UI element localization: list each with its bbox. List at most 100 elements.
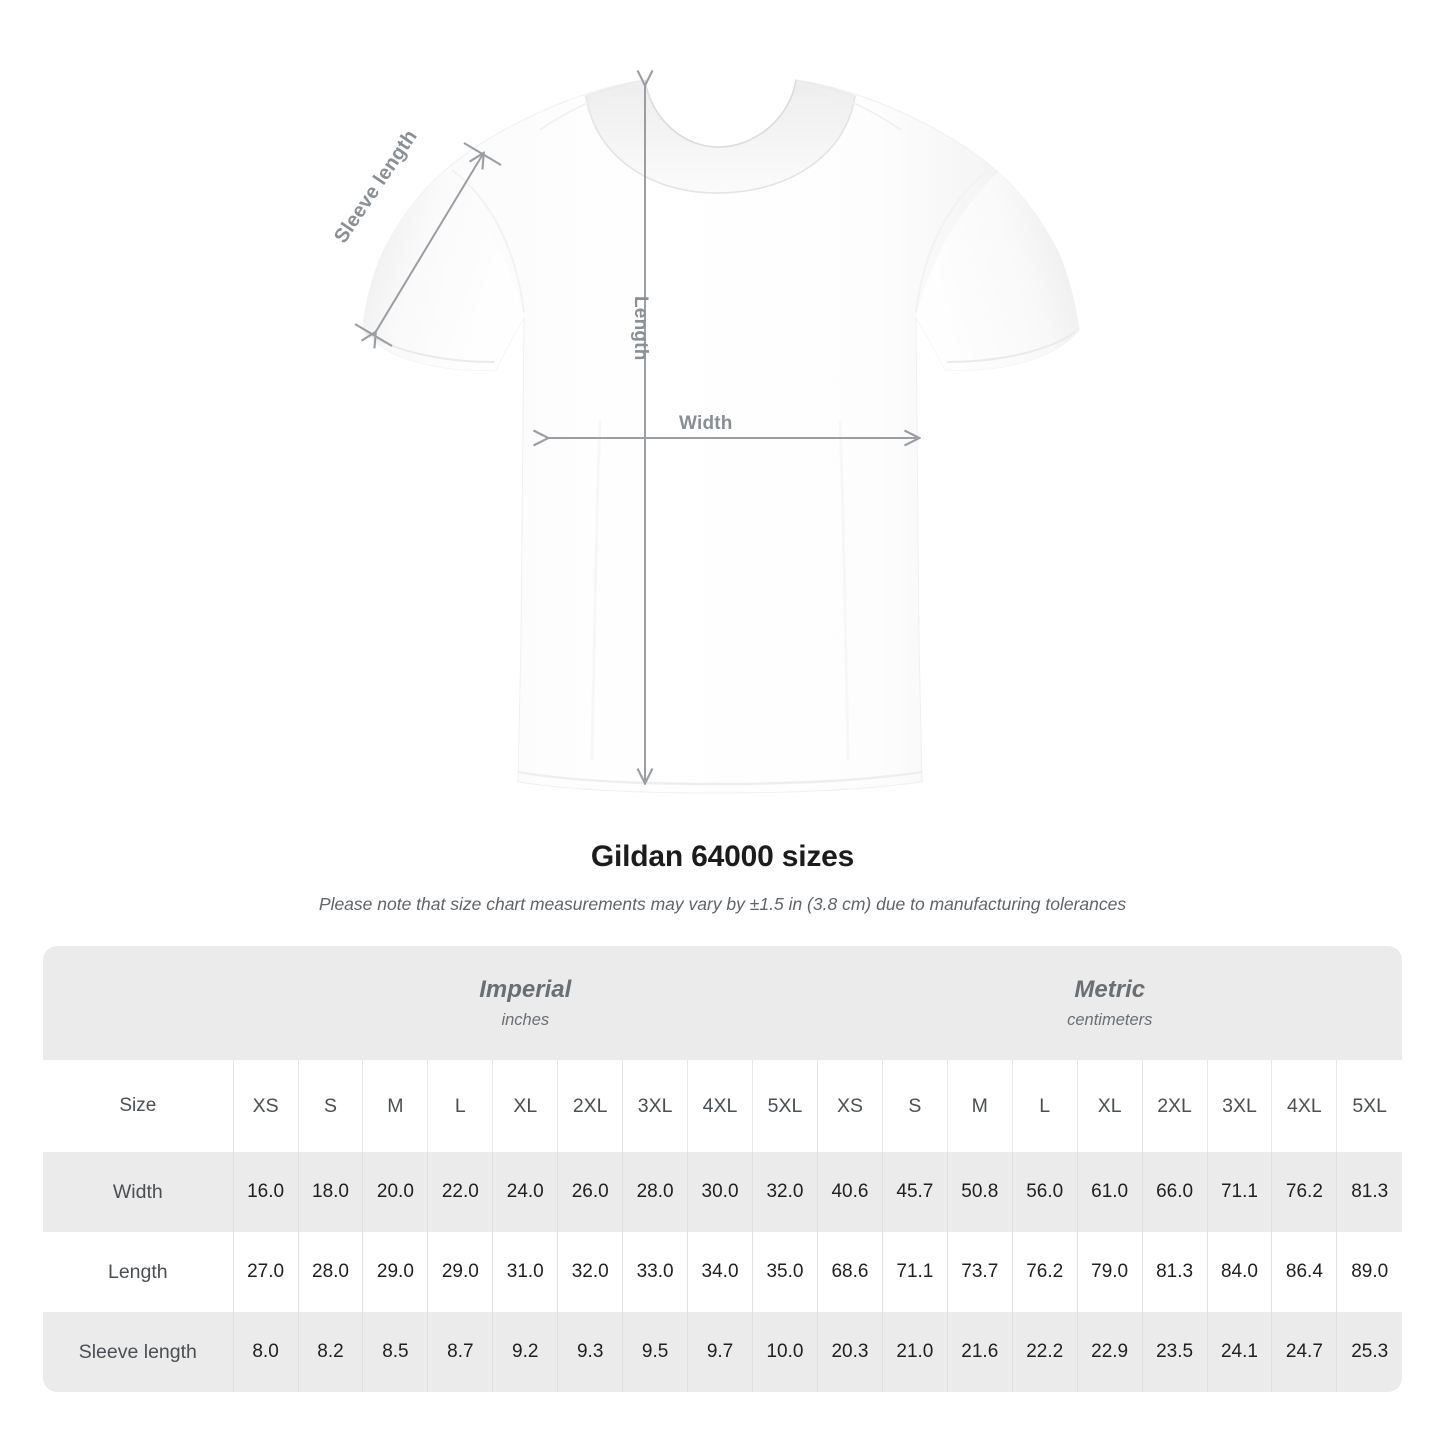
size-header-metric-l: L (1011, 1060, 1078, 1152)
size-header-imperial-m: M (362, 1060, 428, 1152)
cell-width-imperial-xs: 16.0 (232, 1152, 299, 1232)
cell-sleeve-metric-3xl: 24.1 (1206, 1312, 1272, 1392)
size-header-imperial-4xl: 4XL (687, 1060, 753, 1152)
cell-width-metric-4xl: 76.2 (1271, 1152, 1337, 1232)
unit-imperial: Imperial inches (233, 946, 818, 1060)
cell-sleeve-imperial-s: 8.2 (297, 1312, 363, 1392)
cell-width-imperial-4xl: 30.0 (687, 1152, 753, 1232)
size-header-imperial-2xl: 2XL (557, 1060, 623, 1152)
cell-sleeve-imperial-xs: 8.0 (232, 1312, 299, 1392)
cell-sleeve-imperial-2xl: 9.3 (557, 1312, 623, 1392)
cell-sleeve-imperial-4xl: 9.7 (687, 1312, 753, 1392)
cell-width-imperial-5xl: 32.0 (751, 1152, 818, 1232)
cell-length-imperial-4xl: 34.0 (687, 1232, 753, 1312)
cell-width-imperial-xl: 24.0 (492, 1152, 558, 1232)
tolerance-note: Please note that size chart measurements… (318, 894, 1127, 914)
unit-metric-name: Metric (1074, 976, 1146, 1004)
cell-sleeve-imperial-m: 8.5 (362, 1312, 428, 1392)
cell-length-imperial-3xl: 33.0 (622, 1232, 688, 1312)
table-row-sleeve-length: Sleeve length 8.0 8.2 8.5 8.7 9.2 9.3 9.… (43, 1312, 1402, 1392)
size-header-metric-xl: XL (1076, 1060, 1143, 1152)
cell-width-imperial-l: 22.0 (427, 1152, 493, 1232)
cell-length-metric-m: 73.7 (946, 1232, 1013, 1312)
tshirt-diagram: Sleeve length Length Width (330, 0, 1080, 794)
unit-metric-sub: centimeters (1067, 1010, 1153, 1029)
cell-width-imperial-2xl: 26.0 (557, 1152, 623, 1232)
size-header-metric-m: M (946, 1060, 1013, 1152)
unit-metric: Metric centimeters (817, 946, 1402, 1060)
unit-banner-row: Imperial inches Metric centimeters (43, 946, 1402, 1060)
size-header-row: Size XS S M L XL 2XL 3XL 4XL 5XL XS S M … (43, 1060, 1402, 1152)
size-header-metric-s: S (881, 1060, 948, 1152)
cell-length-imperial-xl: 31.0 (492, 1232, 558, 1312)
cell-sleeve-metric-xl: 22.9 (1076, 1312, 1143, 1392)
size-header-imperial-xs: XS (232, 1060, 299, 1152)
unit-imperial-sub: inches (501, 1010, 550, 1029)
cell-length-metric-xl: 79.0 (1076, 1232, 1143, 1312)
unit-imperial-name: Imperial (479, 976, 572, 1004)
size-header-metric-3xl: 3XL (1206, 1060, 1272, 1152)
cell-sleeve-metric-2xl: 23.5 (1141, 1312, 1208, 1392)
length-label: Length (630, 296, 651, 361)
cell-width-metric-l: 56.0 (1011, 1152, 1078, 1232)
size-header-imperial-5xl: 5XL (751, 1060, 818, 1152)
cell-sleeve-imperial-l: 8.7 (427, 1312, 493, 1392)
size-header-metric-4xl: 4XL (1271, 1060, 1337, 1152)
cell-length-imperial-5xl: 35.0 (751, 1232, 818, 1312)
cell-width-metric-3xl: 71.1 (1206, 1152, 1272, 1232)
page-title: Gildan 64000 sizes (590, 840, 855, 873)
table-row-length: Length 27.0 28.0 29.0 29.0 31.0 32.0 33.… (43, 1232, 1402, 1312)
cell-sleeve-metric-xs: 20.3 (816, 1312, 883, 1392)
cell-width-imperial-m: 20.0 (362, 1152, 428, 1232)
sleeve-tick-top (463, 142, 502, 166)
cell-width-imperial-s: 18.0 (297, 1152, 363, 1232)
cell-width-metric-s: 45.7 (881, 1152, 948, 1232)
cell-length-imperial-l: 29.0 (427, 1232, 493, 1312)
size-header-imperial-l: L (427, 1060, 493, 1152)
cell-width-metric-5xl: 81.3 (1336, 1152, 1402, 1232)
cell-sleeve-metric-5xl: 25.3 (1336, 1312, 1402, 1392)
cell-length-metric-2xl: 81.3 (1141, 1232, 1208, 1312)
cell-sleeve-imperial-5xl: 10.0 (751, 1312, 818, 1392)
size-header-metric-2xl: 2XL (1141, 1060, 1208, 1152)
cell-length-imperial-2xl: 32.0 (557, 1232, 623, 1312)
sleeve-tick-bottom (354, 323, 393, 347)
size-header-metric-5xl: 5XL (1336, 1060, 1402, 1152)
cell-sleeve-metric-s: 21.0 (881, 1312, 948, 1392)
size-header-imperial-xl: XL (492, 1060, 558, 1152)
size-header-label: Size (43, 1060, 234, 1152)
cell-length-metric-5xl: 89.0 (1336, 1232, 1402, 1312)
width-label: Width (679, 413, 733, 434)
shirt-silhouette (361, 79, 1080, 794)
cell-sleeve-imperial-3xl: 9.5 (622, 1312, 688, 1392)
chart-heading-block: Gildan 64000 sizes Please note that size… (0, 840, 1445, 915)
row-label-sleeve-length: Sleeve length (43, 1312, 234, 1392)
table-row-width: Width 16.0 18.0 20.0 22.0 24.0 26.0 28.0… (43, 1152, 1402, 1232)
tshirt-illustration (354, 0, 1080, 794)
cell-length-imperial-xs: 27.0 (232, 1232, 299, 1312)
cell-length-metric-4xl: 86.4 (1271, 1232, 1337, 1312)
cell-sleeve-metric-l: 22.2 (1011, 1312, 1078, 1392)
cell-length-metric-xs: 68.6 (816, 1232, 883, 1312)
measurement-guides (354, 84, 918, 782)
cell-length-metric-s: 71.1 (881, 1232, 948, 1312)
row-label-length: Length (43, 1232, 234, 1312)
size-header-metric-xs: XS (816, 1060, 883, 1152)
cell-width-metric-xl: 61.0 (1076, 1152, 1143, 1232)
cell-width-metric-m: 50.8 (946, 1152, 1013, 1232)
size-header-imperial-3xl: 3XL (622, 1060, 688, 1152)
cell-length-metric-3xl: 84.0 (1206, 1232, 1272, 1312)
cell-sleeve-metric-m: 21.6 (946, 1312, 1013, 1392)
cell-width-metric-2xl: 66.0 (1141, 1152, 1208, 1232)
size-header-imperial-s: S (297, 1060, 363, 1152)
unit-banner-spacer (43, 946, 234, 1060)
row-label-width: Width (43, 1152, 234, 1232)
cell-sleeve-metric-4xl: 24.7 (1271, 1312, 1337, 1392)
size-chart-table-wrapper: Imperial inches Metric centimeters Size … (43, 946, 1402, 1392)
cell-length-metric-l: 76.2 (1011, 1232, 1078, 1312)
cell-length-imperial-m: 29.0 (362, 1232, 428, 1312)
cell-sleeve-imperial-xl: 9.2 (492, 1312, 558, 1392)
cell-length-imperial-s: 28.0 (297, 1232, 363, 1312)
sleeve-guide-line (375, 154, 483, 333)
size-chart-table: Imperial inches Metric centimeters Size … (43, 946, 1402, 1392)
